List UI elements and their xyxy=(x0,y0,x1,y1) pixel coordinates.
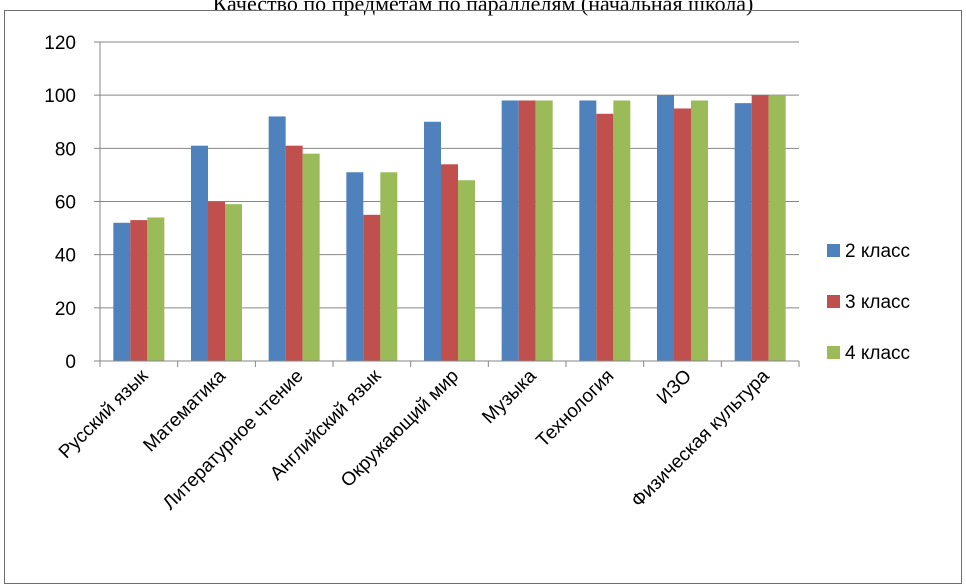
bar xyxy=(130,220,148,361)
x-axis xyxy=(99,42,800,367)
y-tick-label: 120 xyxy=(44,33,76,54)
y-tick-label: 80 xyxy=(55,139,76,160)
bar xyxy=(285,145,303,361)
chart-title: Качество по предметам по параллелям (нач… xyxy=(212,0,754,16)
bar xyxy=(424,121,441,361)
bar xyxy=(208,201,225,361)
bar xyxy=(268,116,286,361)
bar xyxy=(751,95,769,362)
bar xyxy=(458,180,475,361)
bar xyxy=(734,103,752,362)
y-axis-ticks: 0 20 40 60 80 100 120 xyxy=(44,33,100,373)
legend-label: 3 класс xyxy=(845,292,910,313)
bar xyxy=(147,217,165,361)
bar xyxy=(518,100,536,361)
legend-swatch xyxy=(827,244,840,257)
bar xyxy=(302,153,320,361)
bar xyxy=(441,164,458,361)
bar xyxy=(501,100,519,361)
legend-swatch xyxy=(827,346,840,359)
bar xyxy=(113,222,131,361)
x-tick-label: Литературное чтение xyxy=(159,366,308,515)
bar xyxy=(535,100,553,361)
legend-label: 2 класс xyxy=(845,241,910,262)
x-tick-label: ИЗО xyxy=(653,366,696,409)
legend: 2 класс 3 класс 4 класс xyxy=(827,241,910,364)
bar xyxy=(674,108,691,361)
bar xyxy=(191,145,208,361)
y-tick-label: 40 xyxy=(55,246,76,267)
bar xyxy=(225,204,242,361)
bar xyxy=(380,172,398,361)
bars xyxy=(113,95,786,362)
bar xyxy=(613,100,631,361)
bar xyxy=(657,95,674,362)
y-tick-label: 20 xyxy=(55,299,76,320)
x-tick-label: Технология xyxy=(532,366,618,452)
bar xyxy=(596,113,614,362)
legend-swatch xyxy=(827,295,840,308)
bar xyxy=(691,100,708,361)
y-tick-label: 60 xyxy=(55,193,76,214)
y-tick-label: 0 xyxy=(65,352,76,373)
bar xyxy=(579,100,597,361)
bar xyxy=(768,95,786,362)
legend-label: 4 класс xyxy=(845,343,910,364)
x-tick-label: Музыка xyxy=(478,365,541,428)
bar xyxy=(363,214,381,361)
chart-frame xyxy=(4,10,962,584)
bar xyxy=(346,172,364,361)
x-tick-label: Физическая культура xyxy=(628,365,774,511)
y-tick-label: 100 xyxy=(44,86,76,107)
x-tick-label: Русский язык xyxy=(55,365,153,463)
